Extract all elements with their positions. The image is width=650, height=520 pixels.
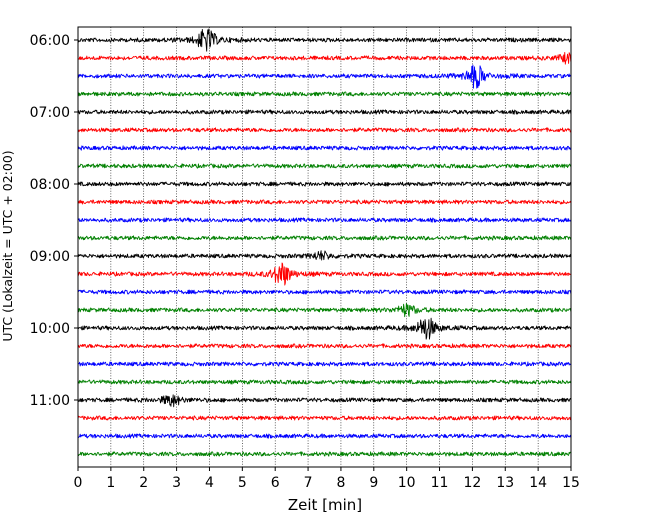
x-tick-label: 7	[304, 475, 313, 491]
trace-1000	[77, 317, 572, 340]
y-tick-label: 09:00	[30, 249, 70, 265]
x-tick-label: 9	[369, 475, 378, 491]
trace-1045	[77, 379, 572, 385]
trace-0745	[77, 163, 572, 169]
trace-0815	[77, 199, 572, 205]
trace-1100	[77, 394, 572, 408]
x-axis-ticks: 0 1 2 3 4 5 6 7 8 9 10 11 12 13 14 15	[74, 467, 580, 491]
trace-1030	[77, 361, 572, 367]
x-tick-label: 2	[139, 475, 148, 491]
vertical-gridlines	[110, 27, 539, 467]
x-tick-label: 4	[205, 475, 214, 491]
trace-0945	[77, 303, 572, 318]
trace-0630	[77, 64, 572, 89]
x-tick-label: 1	[106, 475, 115, 491]
trace-0730	[77, 145, 572, 151]
trace-0845	[77, 235, 572, 241]
trace-0800	[77, 181, 572, 187]
trace-0700	[77, 109, 572, 115]
trace-1145	[77, 451, 572, 457]
x-tick-label: 8	[336, 475, 345, 491]
trace-1115	[77, 415, 572, 421]
y-tick-label: 07:00	[30, 105, 70, 121]
x-tick-label: 0	[74, 475, 83, 491]
trace-0645	[77, 91, 571, 97]
trace-0615	[77, 51, 572, 65]
plot-frame	[77, 26, 572, 468]
trace-0600	[77, 28, 572, 52]
seismic-traces	[77, 28, 572, 457]
x-axis-label: Zeit [min]	[288, 496, 362, 514]
trace-0915	[77, 262, 572, 286]
y-tick-label: 11:00	[30, 393, 70, 409]
x-tick-label: 11	[431, 475, 449, 491]
y-tick-label: 08:00	[30, 177, 70, 193]
trace-1015	[77, 343, 572, 349]
x-tick-label: 15	[562, 475, 580, 491]
x-tick-label: 6	[271, 475, 280, 491]
x-tick-label: 14	[529, 475, 547, 491]
trace-0830	[77, 217, 572, 223]
x-tick-label: 10	[398, 475, 416, 491]
trace-0715	[77, 127, 571, 133]
x-tick-label: 12	[463, 475, 481, 491]
trace-0900	[77, 250, 572, 261]
y-axis-ticks: 06:00 07:00 08:00 09:00 10:00 11:00	[30, 33, 78, 409]
x-tick-label: 5	[238, 475, 247, 491]
y-tick-label: 10:00	[30, 321, 70, 337]
y-tick-label: 06:00	[30, 33, 70, 49]
x-tick-label: 3	[172, 475, 181, 491]
y-axis-label: UTC (Lokalzeit = UTC + 02:00)	[0, 150, 15, 341]
trace-0930	[77, 289, 572, 295]
x-tick-label: 13	[496, 475, 514, 491]
trace-1130	[77, 433, 572, 439]
